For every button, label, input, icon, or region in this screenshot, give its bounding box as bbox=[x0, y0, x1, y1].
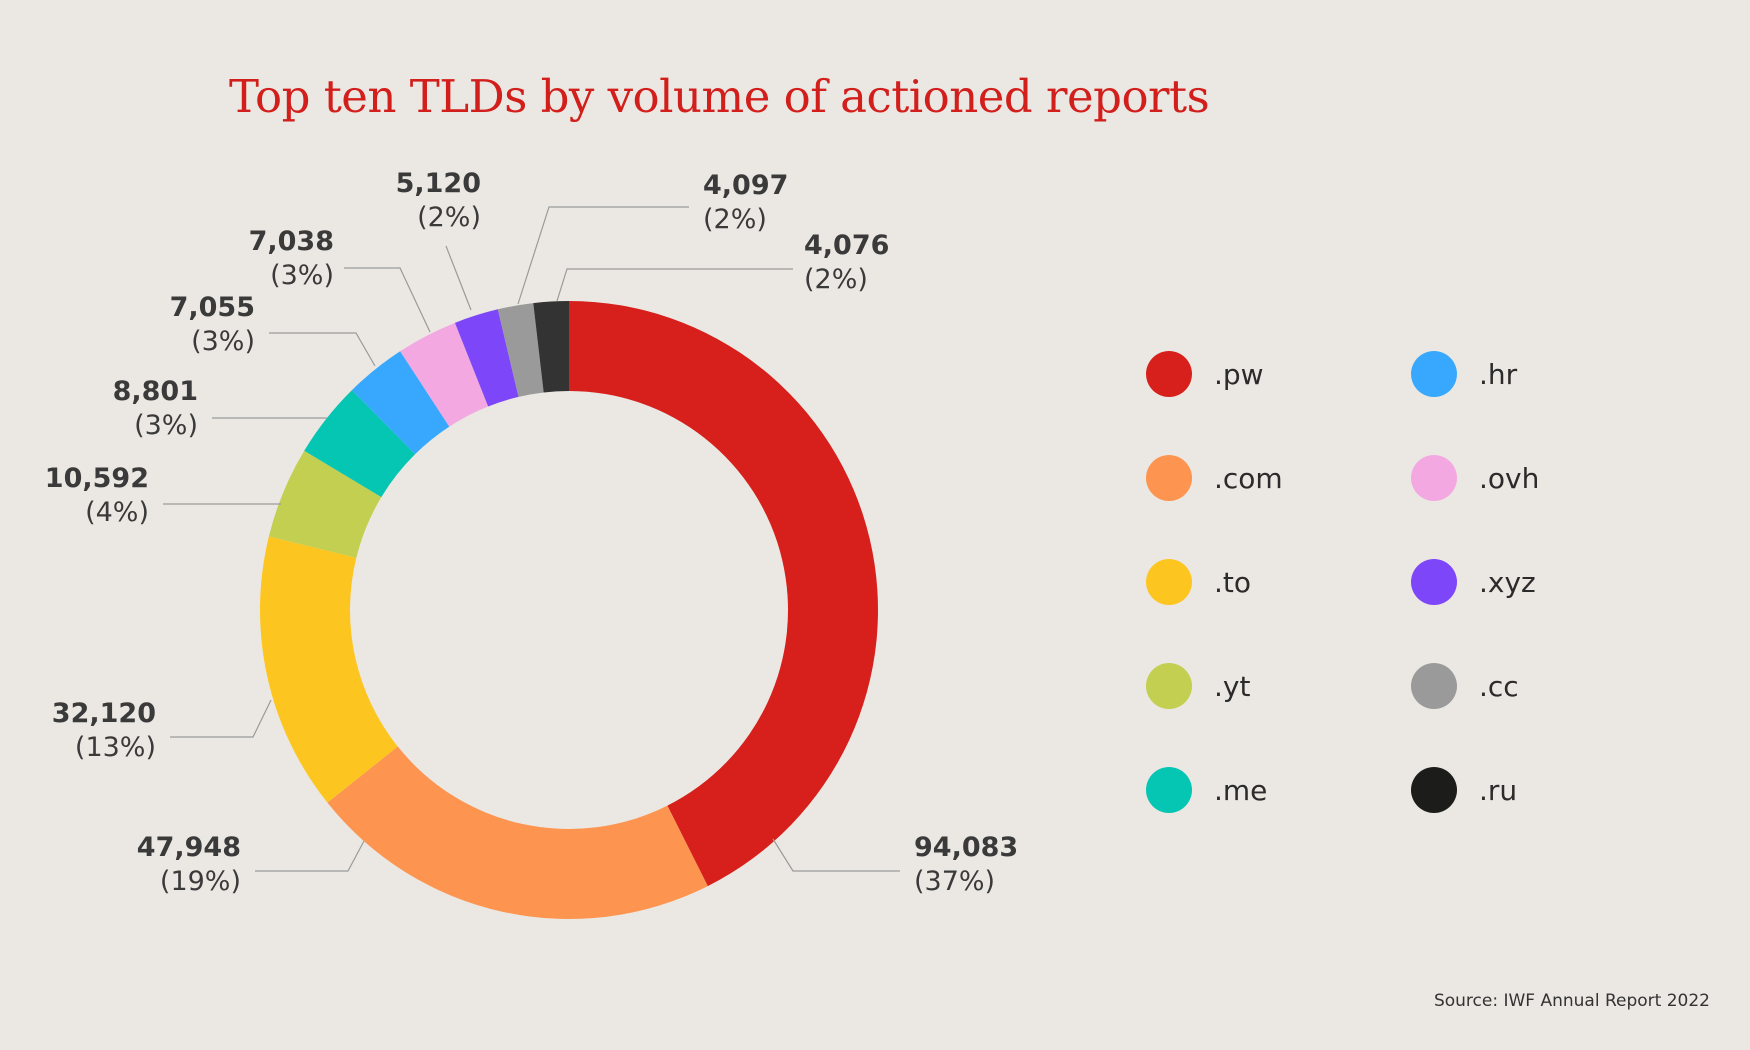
legend-item-yt: .yt bbox=[1146, 663, 1250, 709]
legend-label: .me bbox=[1214, 773, 1268, 807]
legend-label: .pw bbox=[1214, 357, 1264, 391]
legend-item-to: .to bbox=[1146, 559, 1251, 605]
leader-line-pw bbox=[772, 838, 900, 872]
leader-line-cc bbox=[517, 206, 689, 305]
legend-item-com: .com bbox=[1146, 455, 1283, 501]
slice-to bbox=[260, 536, 398, 803]
legend-label: .ovh bbox=[1479, 461, 1540, 495]
legend-item-xyz: .xyz bbox=[1411, 559, 1536, 605]
value-label-to: 32,120 bbox=[52, 698, 156, 729]
legend-swatch bbox=[1411, 767, 1457, 813]
percent-label-xyz: (2%) bbox=[417, 202, 481, 233]
percent-label-pw: (37%) bbox=[914, 866, 995, 897]
legend-item-me: .me bbox=[1146, 767, 1267, 813]
legend-label: .xyz bbox=[1479, 565, 1536, 599]
leader-line-hr bbox=[269, 332, 376, 367]
leader-line-ovh bbox=[344, 267, 431, 333]
percent-label-cc: (2%) bbox=[703, 204, 767, 235]
leader-line-to bbox=[170, 699, 272, 738]
percent-label-to: (13%) bbox=[75, 732, 156, 763]
slice-pw bbox=[569, 301, 879, 887]
percent-label-yt: (4%) bbox=[85, 497, 149, 528]
legend-swatch bbox=[1411, 351, 1457, 397]
chart-title: Top ten TLDs by volume of actioned repor… bbox=[229, 70, 1210, 123]
value-label-com: 47,948 bbox=[137, 832, 241, 863]
legend-label: .to bbox=[1214, 565, 1252, 599]
legend-label: .cc bbox=[1479, 669, 1519, 703]
legend-swatch bbox=[1411, 663, 1457, 709]
percent-label-ru: (2%) bbox=[804, 264, 868, 295]
legend-swatch bbox=[1146, 351, 1192, 397]
legend-swatch bbox=[1411, 455, 1457, 501]
slice-hr bbox=[351, 351, 450, 455]
slice-yt bbox=[268, 450, 382, 558]
value-label-ru: 4,076 bbox=[804, 230, 889, 261]
legend-item-ovh: .ovh bbox=[1411, 455, 1539, 501]
legend-item-cc: .cc bbox=[1411, 663, 1519, 709]
legend-label: .hr bbox=[1479, 357, 1518, 391]
legend-label: .ru bbox=[1479, 773, 1518, 807]
legend-swatch bbox=[1146, 559, 1192, 605]
percent-label-hr: (3%) bbox=[191, 326, 255, 357]
percent-label-me: (3%) bbox=[134, 410, 198, 441]
legend-swatch bbox=[1146, 767, 1192, 813]
value-label-me: 8,801 bbox=[113, 376, 198, 407]
legend-item-hr: .hr bbox=[1411, 351, 1517, 397]
slice-xyz bbox=[454, 309, 519, 407]
legend-label: .yt bbox=[1214, 669, 1251, 703]
leader-line-ru bbox=[556, 268, 793, 302]
legend-item-ru: .ru bbox=[1411, 767, 1517, 813]
slice-com bbox=[327, 746, 708, 920]
slice-ovh bbox=[400, 322, 489, 427]
slice-cc bbox=[497, 303, 544, 397]
legend-label: .com bbox=[1214, 461, 1283, 495]
value-label-xyz: 5,120 bbox=[396, 168, 481, 199]
legend-swatch bbox=[1146, 663, 1192, 709]
value-label-ovh: 7,038 bbox=[249, 226, 334, 257]
slice-me bbox=[304, 390, 416, 498]
legend-item-pw: .pw bbox=[1146, 351, 1264, 397]
leader-line-com bbox=[255, 840, 365, 872]
value-label-cc: 4,097 bbox=[703, 170, 788, 201]
percent-label-com: (19%) bbox=[160, 866, 241, 897]
legend-swatch bbox=[1146, 455, 1192, 501]
source-note: Source: IWF Annual Report 2022 bbox=[1433, 991, 1710, 1011]
value-label-pw: 94,083 bbox=[914, 832, 1018, 863]
percent-label-ovh: (3%) bbox=[270, 260, 334, 291]
value-label-yt: 10,592 bbox=[45, 463, 149, 494]
leader-line-xyz bbox=[445, 245, 472, 311]
legend-swatch bbox=[1411, 559, 1457, 605]
value-label-hr: 7,055 bbox=[170, 292, 255, 323]
slice-ru bbox=[533, 301, 569, 393]
